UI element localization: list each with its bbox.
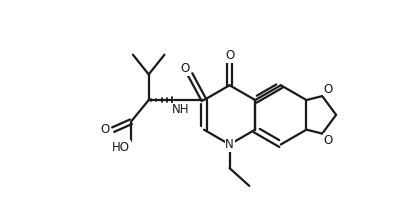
Text: O: O	[101, 123, 110, 136]
Text: N: N	[225, 138, 234, 151]
Text: O: O	[324, 134, 333, 147]
Text: O: O	[225, 49, 234, 62]
Text: O: O	[324, 83, 333, 96]
Text: HO: HO	[112, 141, 130, 154]
Text: O: O	[181, 62, 190, 75]
Text: NH: NH	[171, 103, 189, 116]
